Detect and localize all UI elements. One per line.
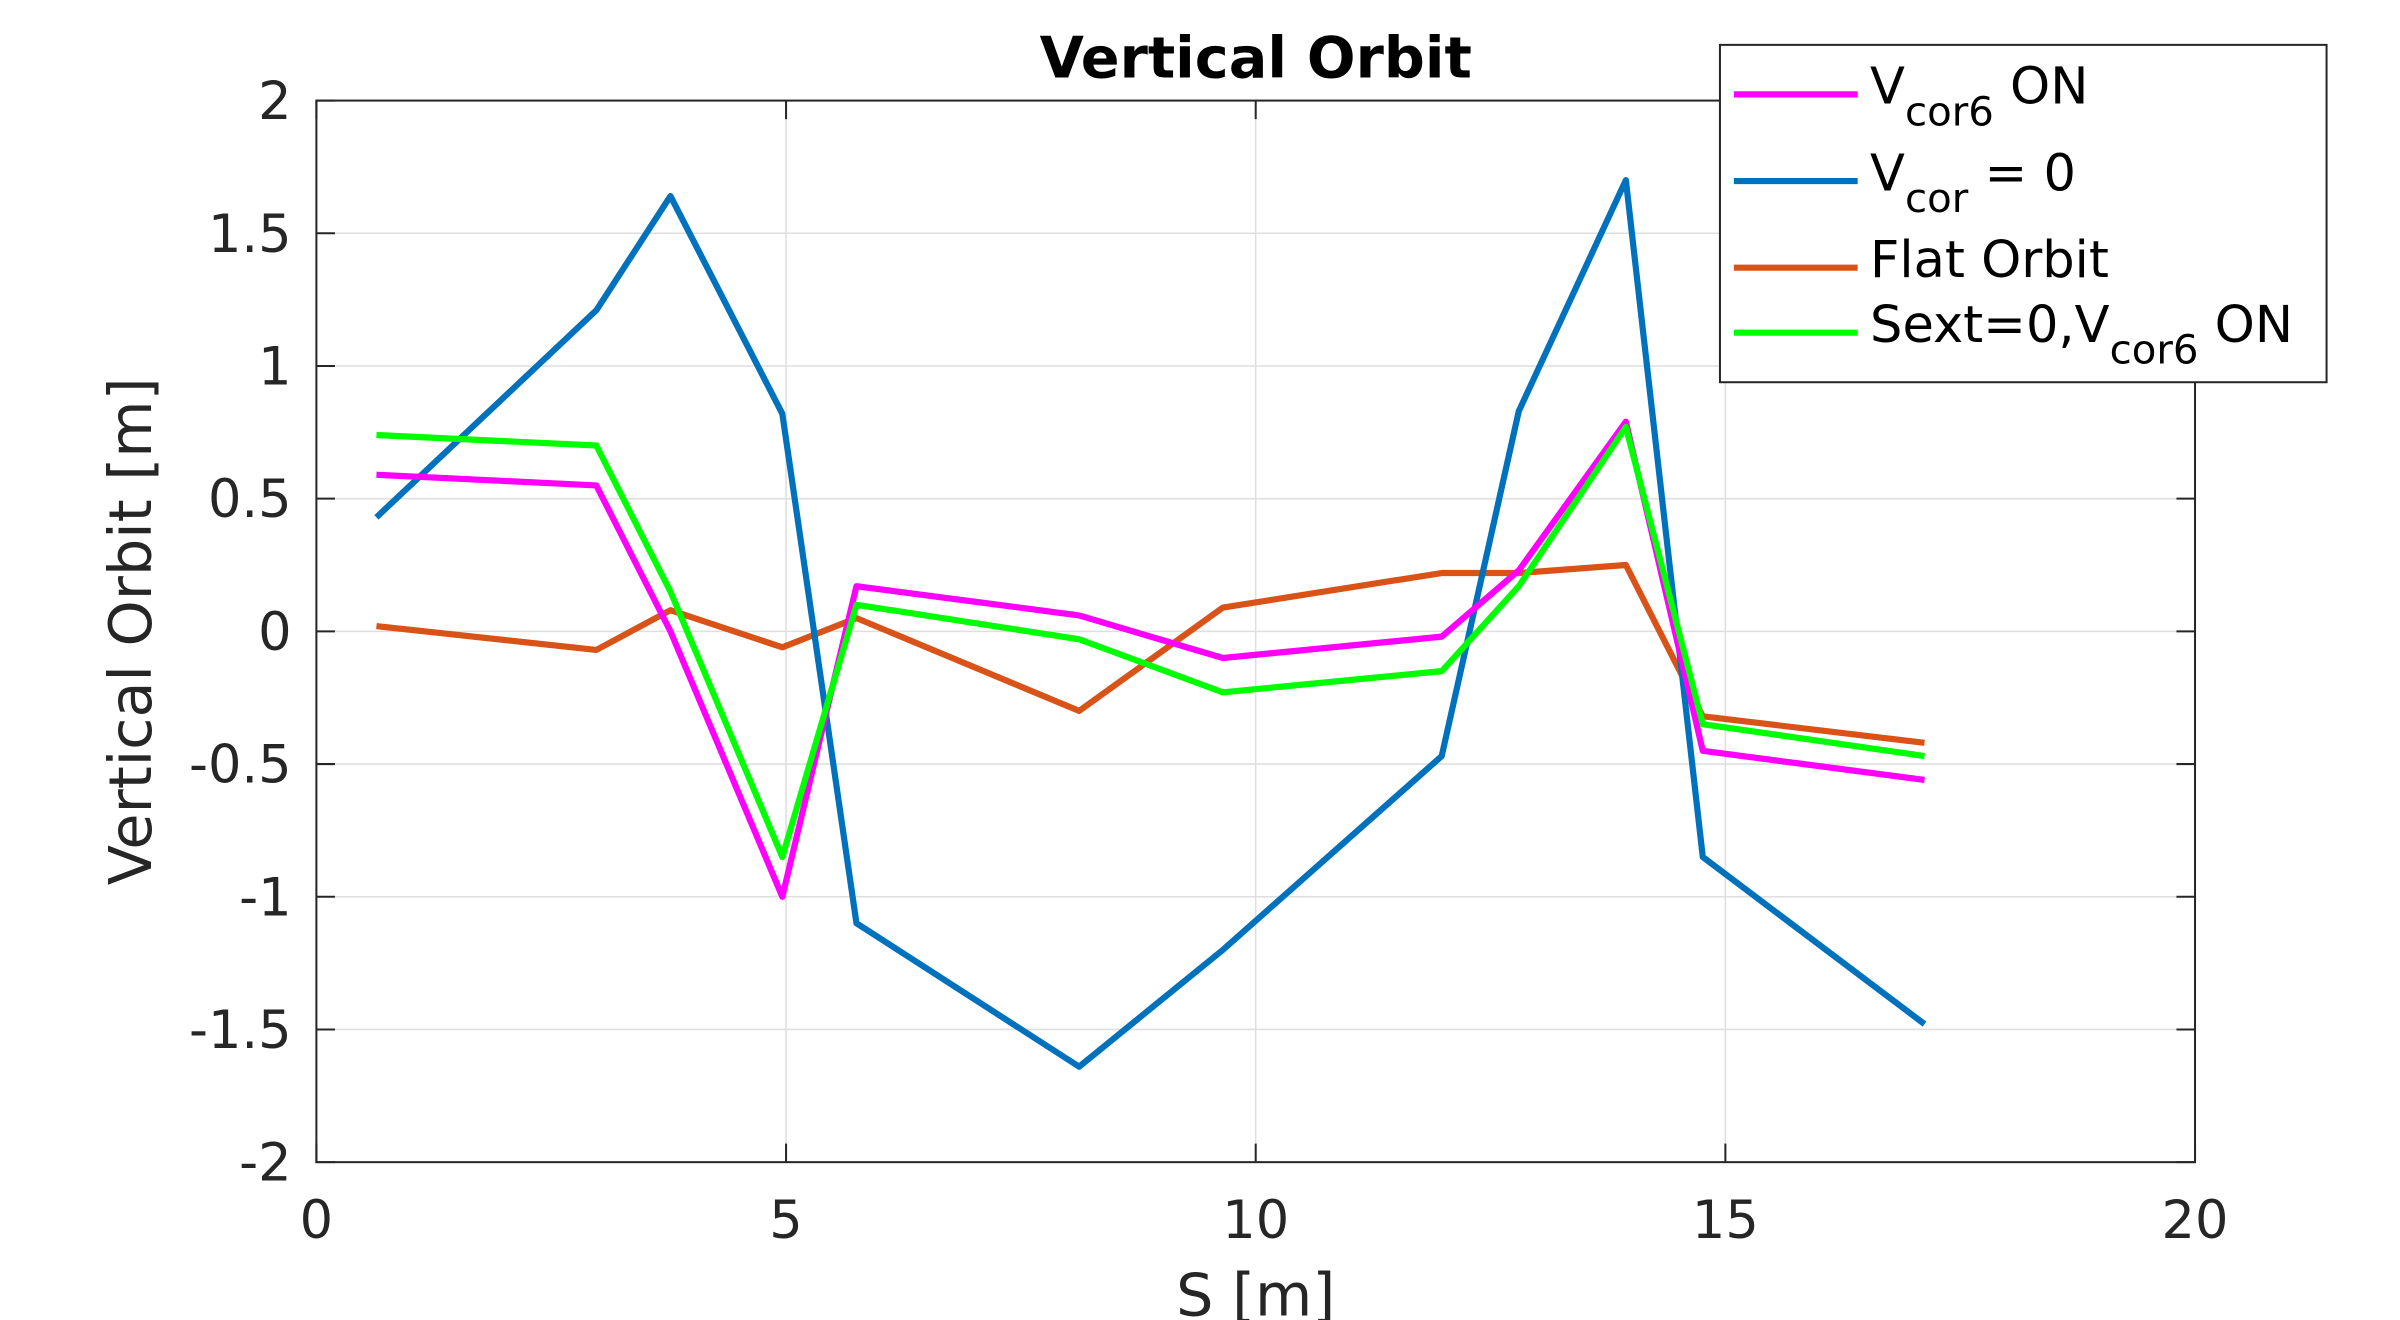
y-tick-label: -1.5: [189, 1000, 292, 1061]
series-lines: [374, 177, 1927, 1070]
y-tick-label: -0.5: [189, 735, 292, 796]
x-tick-label: 5: [769, 1190, 802, 1251]
legend-box: [1718, 43, 2328, 384]
series-line-1: [374, 177, 1927, 1070]
legend-label-3: Sext=0,Vcor6 ON: [1870, 296, 2293, 374]
y-tick-label: 2: [258, 71, 291, 132]
x-tick-label: 15: [1692, 1190, 1759, 1251]
x-tick-label: 0: [300, 1190, 333, 1251]
y-tick-label: 1.5: [208, 204, 292, 265]
legend-label-1: Vcor = 0: [1870, 144, 2076, 222]
ticks: 0 5 10 15 20 -2 -1.5 -1 -0.5 0 0.5 1 1.5 2: [189, 71, 2229, 1251]
series-line-3: [376, 423, 1925, 861]
y-tick-label: -2: [239, 1133, 291, 1194]
legend-label-2: Flat Orbit: [1870, 231, 2109, 290]
legend: Vcor6 ON Vcor = 0 Flat Orbit Sext=0,Vcor6 O…: [1718, 43, 2328, 384]
y-tick-label: 0: [258, 602, 291, 663]
x-tick-label: 20: [2162, 1190, 2229, 1251]
legend-label-0: Vcor6 ON: [1870, 58, 2088, 136]
y-tick-label: -1: [239, 867, 291, 928]
y-tick-label: 0.5: [208, 469, 292, 530]
x-axis-label: S [m]: [1176, 1260, 1335, 1320]
x-tick-label: 10: [1222, 1190, 1289, 1251]
y-tick-label: 1: [258, 337, 291, 398]
y-axis-label: Vertical Orbit [m]: [96, 377, 165, 885]
series-line-2: [376, 561, 1925, 746]
chart-title: Vertical Orbit: [1040, 24, 1472, 91]
